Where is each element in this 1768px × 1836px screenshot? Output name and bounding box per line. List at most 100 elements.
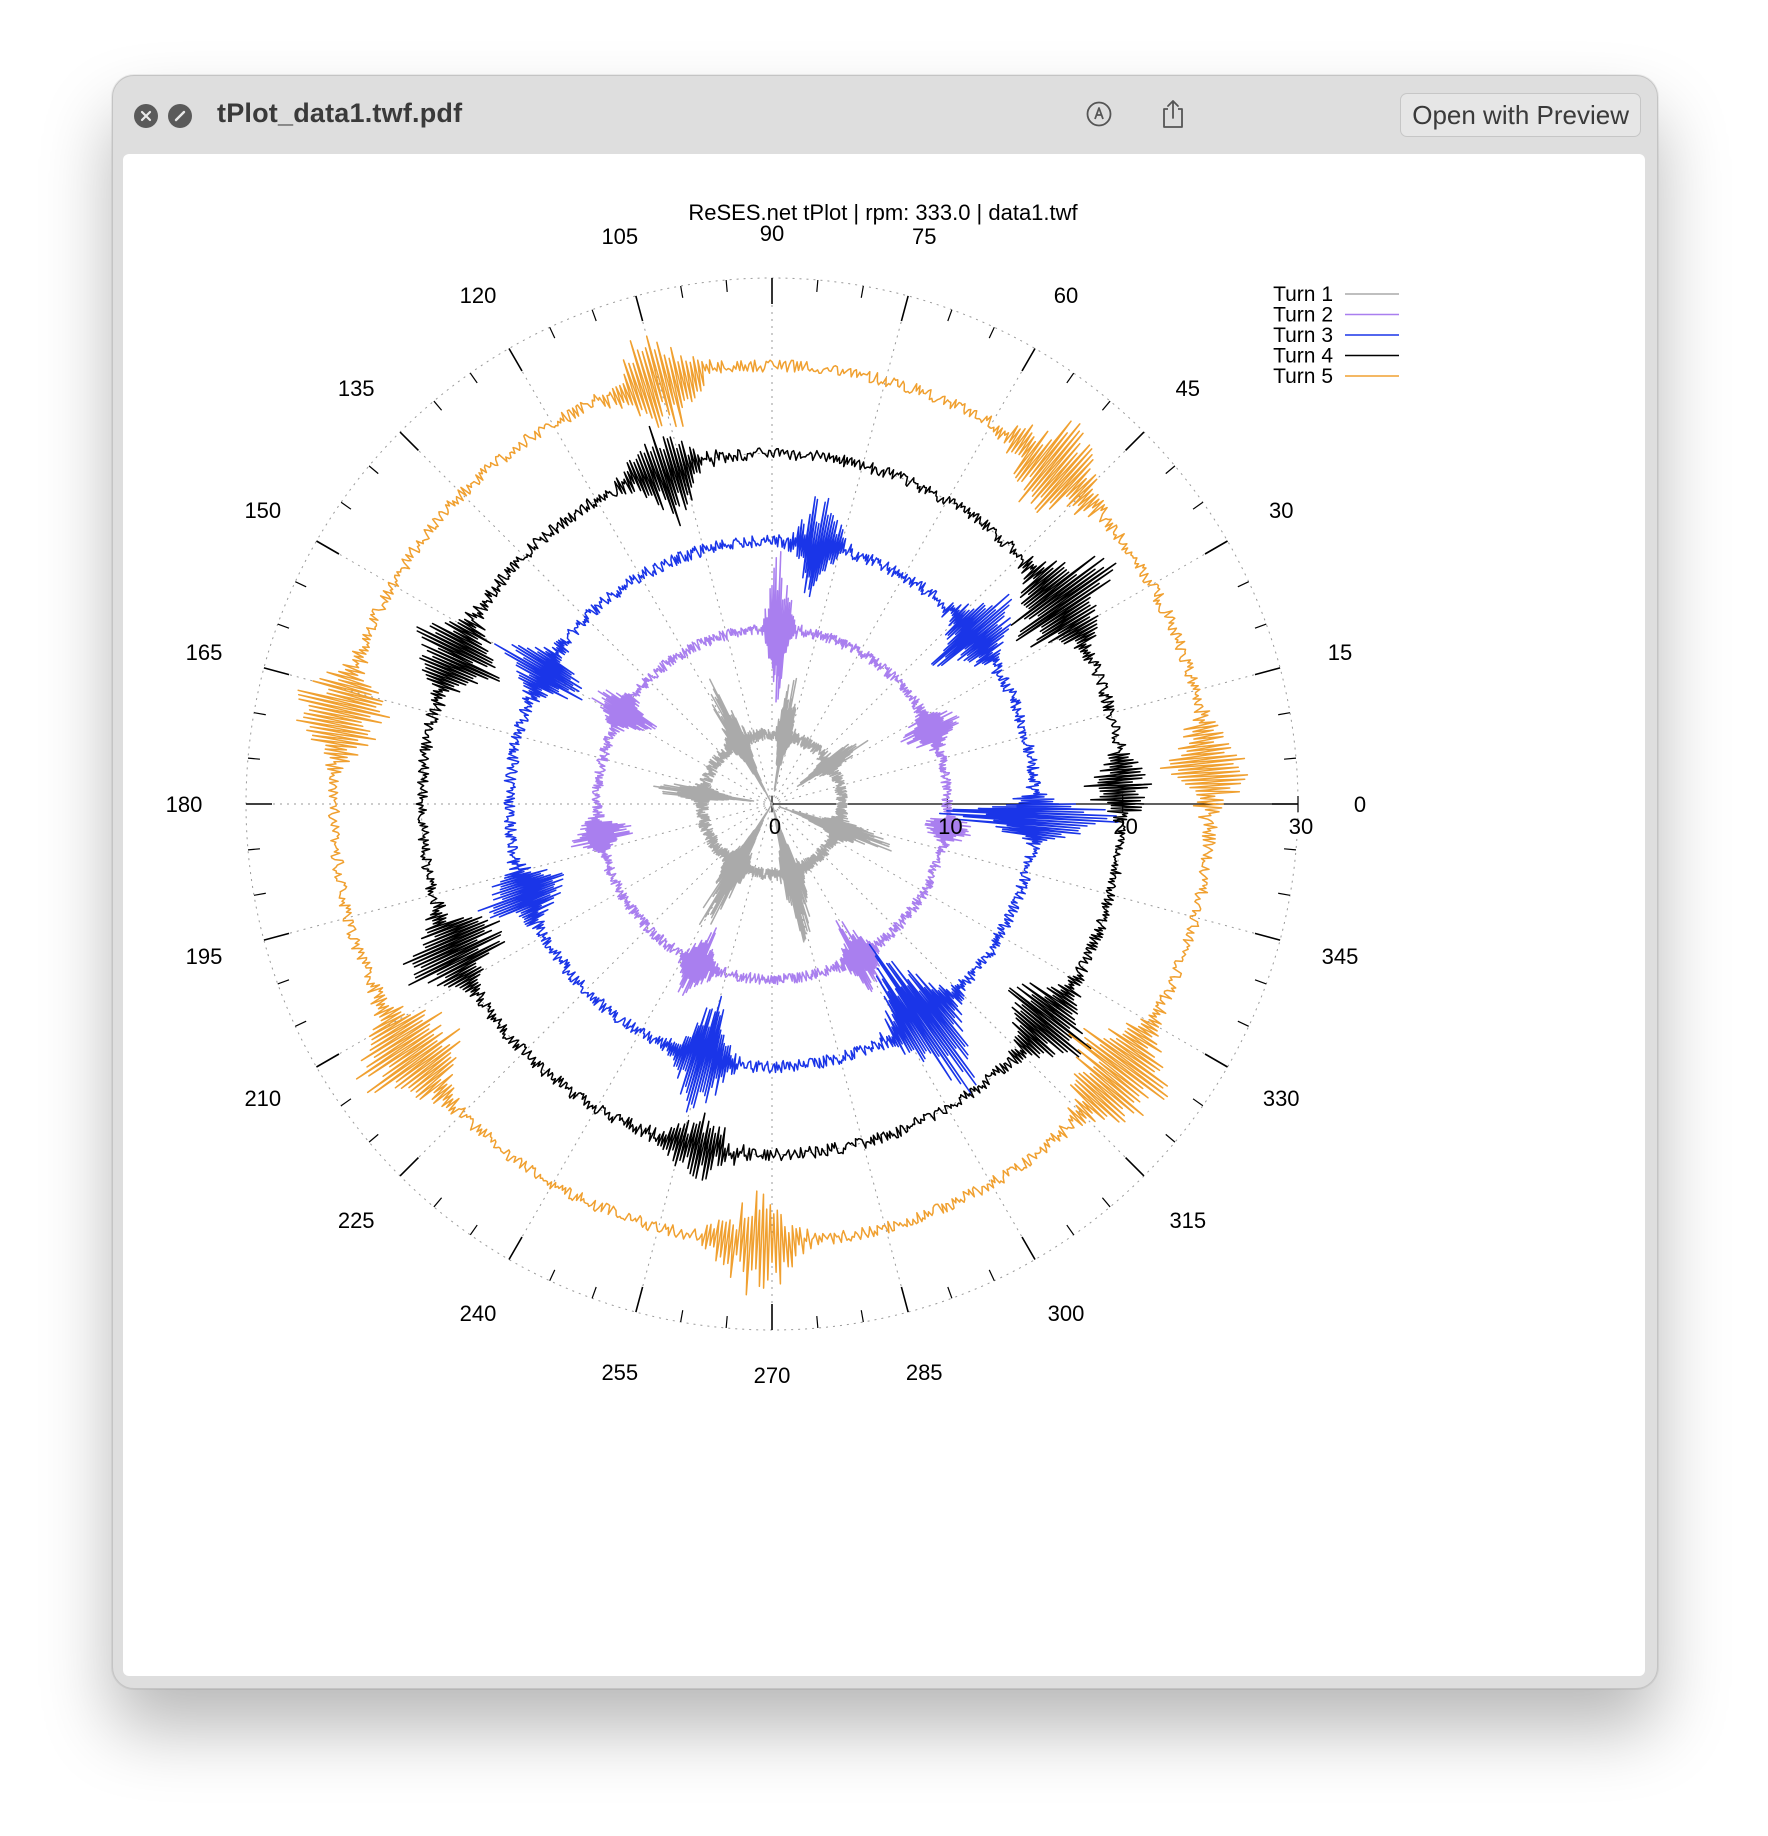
angle-tick-label: 315 (1169, 1208, 1206, 1233)
legend-label: Turn 3 (1273, 324, 1333, 347)
major-tick (263, 932, 290, 941)
minor-tick (816, 279, 819, 293)
major-tick (635, 295, 644, 322)
minor-tick (725, 279, 728, 293)
minor-tick (591, 309, 597, 322)
chart-title: ReSES.net tPlot | rpm: 333.0 | data1.twf (688, 200, 1078, 225)
minor-tick (1278, 712, 1291, 716)
major-tick (1021, 1236, 1036, 1260)
block-button[interactable] (168, 104, 192, 128)
series-line-turn-1 (653, 677, 892, 943)
minor-tick (469, 1224, 478, 1236)
minor-tick (247, 848, 261, 851)
major-tick (1124, 431, 1145, 452)
major-tick (1204, 1053, 1228, 1068)
close-icon (140, 110, 152, 122)
preview-window: tPlot_data1.twf.pdf Open with Preview Re… (112, 75, 1658, 1689)
open-with-preview-button[interactable]: Open with Preview (1400, 93, 1641, 137)
minor-tick (1237, 1020, 1249, 1027)
minor-tick (1283, 848, 1297, 851)
minor-tick (1254, 623, 1267, 629)
angle-tick-label: 300 (1048, 1301, 1085, 1326)
angle-tick-label: 150 (244, 498, 281, 523)
minor-tick (860, 1310, 864, 1323)
angle-tick-label: 180 (166, 792, 203, 817)
close-button[interactable] (134, 104, 158, 128)
angle-tick-label: 210 (244, 1086, 281, 1111)
angle-tick-label: 75 (912, 224, 936, 249)
angle-tick-label: 105 (601, 224, 638, 249)
series-line-turn-5 (296, 335, 1249, 1296)
angle-tick-label: 255 (601, 1360, 638, 1385)
major-tick (316, 540, 340, 555)
legend-label: Turn 1 (1273, 283, 1333, 306)
major-tick (900, 295, 909, 322)
minor-tick (680, 1310, 684, 1323)
major-tick (1254, 667, 1281, 676)
window-title: tPlot_data1.twf.pdf (217, 98, 463, 128)
radial-tick-label: 20 (1113, 814, 1137, 839)
legend-label: Turn 5 (1273, 365, 1333, 388)
grid-spoke (399, 803, 773, 1177)
angle-tick-label: 90 (760, 221, 784, 246)
angle-tick-label: 195 (186, 944, 223, 969)
minor-tick (433, 1197, 443, 1208)
angle-tick-label: 0 (1354, 792, 1366, 817)
minor-tick (1237, 581, 1249, 588)
minor-tick (469, 372, 478, 384)
minor-tick (591, 1286, 597, 1299)
minor-tick (1066, 1224, 1075, 1236)
major-tick (316, 1053, 340, 1068)
radial-tick-label: 30 (1289, 814, 1313, 839)
radial-tick-label: 10 (938, 814, 962, 839)
angle-tick-label: 345 (1322, 944, 1359, 969)
minor-tick (368, 465, 379, 475)
minor-tick (277, 623, 290, 629)
minor-tick (277, 979, 290, 985)
share-button[interactable] (1155, 98, 1191, 134)
minor-tick (988, 327, 995, 339)
minor-tick (1066, 372, 1075, 384)
minor-tick (1192, 1098, 1204, 1107)
minor-tick (725, 1315, 728, 1329)
minor-tick (816, 1315, 819, 1329)
series-line-turn-3 (477, 496, 1119, 1113)
minor-tick (1101, 400, 1111, 411)
share-icon (1159, 98, 1187, 135)
major-tick (1124, 1156, 1145, 1177)
major-tick (1254, 932, 1281, 941)
major-tick (635, 1286, 644, 1313)
markup-icon (1085, 100, 1113, 133)
major-tick (1204, 540, 1228, 555)
polar-chart: ReSES.net tPlot | rpm: 333.0 | data1.twf… (166, 200, 1399, 1388)
tick-labels: 0 15 30 45 60 75 90 105 120 135 150 165 180 195 210 225… (166, 221, 1366, 1388)
minor-tick (988, 1269, 995, 1281)
pdf-content: ReSES.net tPlot | rpm: 333.0 | data1.twf… (123, 154, 1645, 1676)
minor-tick (1165, 1133, 1176, 1143)
major-tick (1021, 348, 1036, 372)
legend-label: Turn 2 (1273, 304, 1333, 327)
title-bar: tPlot_data1.twf.pdf Open with Preview (113, 76, 1657, 154)
major-tick (399, 431, 420, 452)
minor-tick (1192, 501, 1204, 510)
minor-tick (368, 1133, 379, 1143)
angle-tick-label: 135 (338, 376, 375, 401)
angle-tick-label: 60 (1054, 283, 1078, 308)
minor-tick (1101, 1197, 1111, 1208)
angle-tick-label: 285 (906, 1360, 943, 1385)
angle-tick-label: 45 (1176, 376, 1200, 401)
markup-button[interactable] (1081, 98, 1117, 134)
angle-tick-label: 15 (1328, 640, 1352, 665)
angle-tick-label: 330 (1263, 1086, 1300, 1111)
minor-tick (253, 892, 266, 896)
major-tick (508, 1236, 523, 1260)
major-tick (399, 1156, 420, 1177)
major-tick (508, 348, 523, 372)
angle-tick-label: 120 (460, 283, 497, 308)
angle-tick-label: 270 (754, 1363, 791, 1388)
angle-tick-label: 30 (1269, 498, 1293, 523)
angle-tick-label: 240 (460, 1301, 497, 1326)
block-icon (173, 109, 187, 123)
minor-tick (549, 327, 556, 339)
minor-tick (247, 757, 261, 760)
